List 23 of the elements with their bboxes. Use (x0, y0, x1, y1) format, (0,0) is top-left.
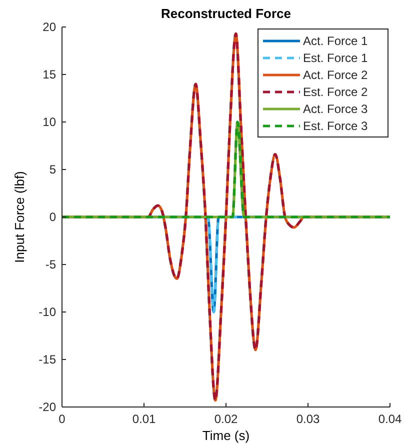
legend-label: Act. Force 1 (303, 34, 368, 48)
y-axis-title: Input Force (lbf) (12, 171, 27, 263)
y-tick-label: 5 (49, 162, 56, 176)
legend-label: Est. Force 1 (303, 51, 368, 65)
y-tick-label: 10 (42, 115, 56, 129)
legend-label: Est. Force 3 (303, 119, 368, 133)
x-axis-title: Time (s) (202, 428, 250, 443)
x-tick-label: 0 (58, 412, 66, 426)
x-tick-label: 0.04 (378, 412, 402, 426)
y-tick-label: 15 (42, 68, 56, 82)
x-tick-label: 0.03 (296, 412, 320, 426)
y-tick-label: -15 (38, 352, 56, 366)
legend-label: Est. Force 2 (303, 85, 368, 99)
legend-label: Act. Force 3 (303, 102, 368, 116)
y-tick-label: -10 (38, 305, 56, 319)
y-tick-label: -20 (38, 400, 56, 414)
legend-label: Act. Force 2 (303, 68, 368, 82)
x-tick-label: 0.01 (132, 412, 156, 426)
y-tick-label: -5 (45, 258, 56, 272)
chart-title: Reconstructed Force (160, 6, 292, 21)
y-tick-label: 20 (42, 20, 56, 34)
y-tick-label: 0 (49, 210, 56, 224)
x-tick-label: 0.02 (214, 412, 238, 426)
